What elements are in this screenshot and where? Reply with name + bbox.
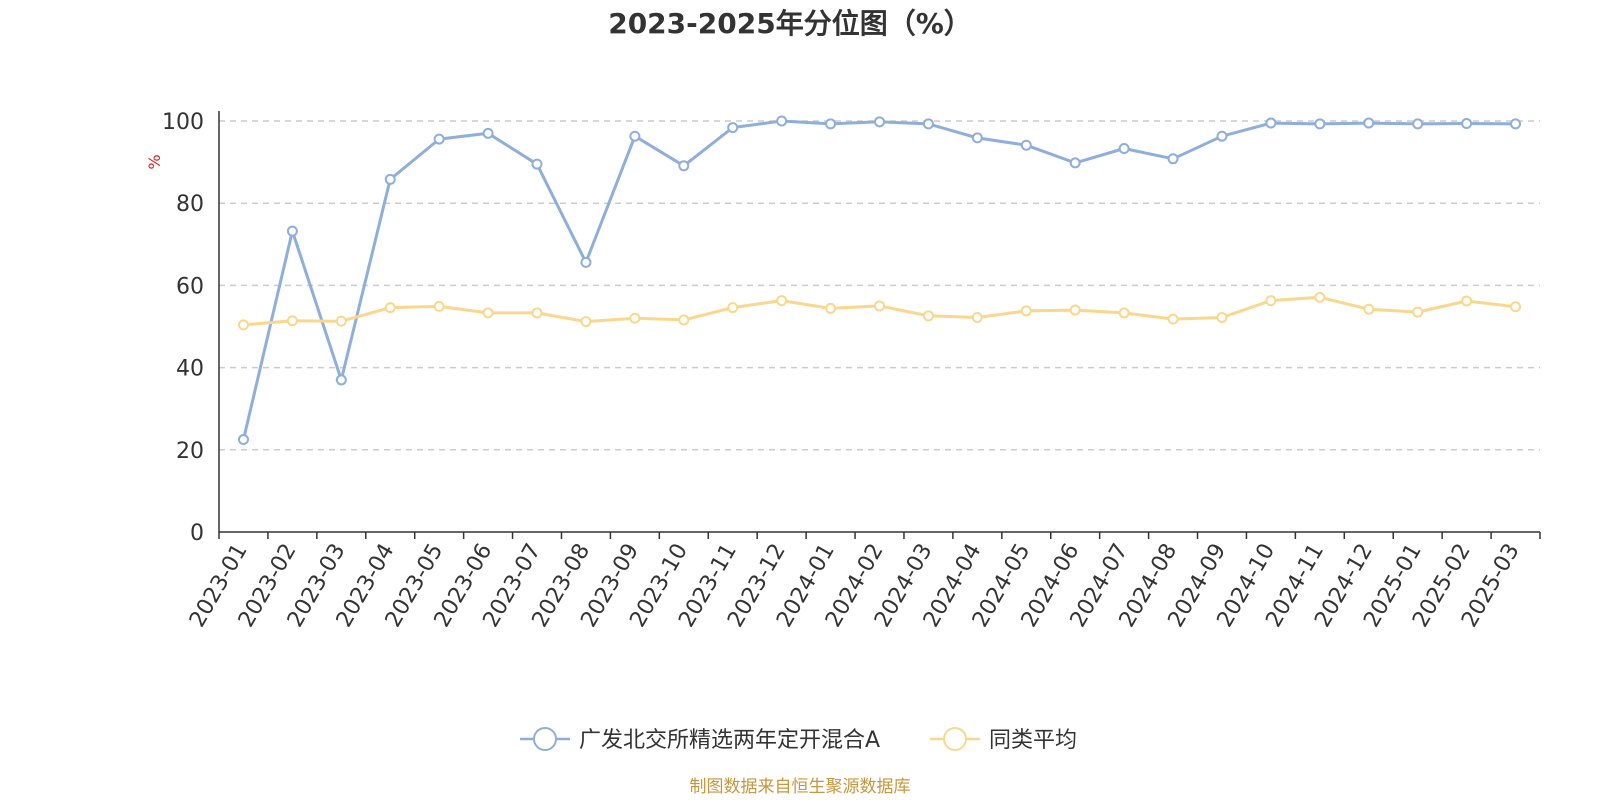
data-point[interactable] bbox=[1020, 139, 1032, 151]
data-point[interactable] bbox=[1314, 291, 1326, 303]
data-point[interactable] bbox=[384, 173, 396, 185]
data-point[interactable] bbox=[1461, 117, 1473, 129]
data-point[interactable] bbox=[1167, 153, 1179, 165]
axis-layer: 0204060801002023-012023-022023-032023-04… bbox=[162, 110, 1541, 632]
data-point[interactable] bbox=[335, 374, 347, 386]
chart-title: 2023-2025年分位图（%） bbox=[608, 7, 972, 40]
data-point[interactable] bbox=[922, 118, 934, 130]
data-point[interactable] bbox=[433, 133, 445, 145]
data-point[interactable] bbox=[1069, 157, 1081, 169]
data-point[interactable] bbox=[971, 132, 983, 144]
data-point[interactable] bbox=[1167, 313, 1179, 325]
data-point[interactable] bbox=[629, 130, 641, 142]
data-point[interactable] bbox=[1265, 117, 1277, 129]
data-point[interactable] bbox=[531, 158, 543, 170]
data-point[interactable] bbox=[678, 314, 690, 326]
data-point[interactable] bbox=[482, 127, 494, 139]
data-point[interactable] bbox=[1363, 117, 1375, 129]
source-note: 制图数据来自恒生聚源数据库 bbox=[690, 777, 911, 797]
data-point[interactable] bbox=[1314, 118, 1326, 130]
data-point[interactable] bbox=[727, 302, 739, 314]
y-tick-label: 60 bbox=[176, 274, 204, 299]
data-point[interactable] bbox=[433, 300, 445, 312]
data-point[interactable] bbox=[1510, 301, 1522, 313]
grid-layer bbox=[219, 120, 1540, 451]
data-point[interactable] bbox=[580, 256, 592, 268]
data-point[interactable] bbox=[1216, 130, 1228, 142]
data-point[interactable] bbox=[237, 434, 249, 446]
data-point[interactable] bbox=[1510, 118, 1522, 130]
series-1 bbox=[237, 291, 1522, 331]
data-point[interactable] bbox=[482, 307, 494, 319]
data-point[interactable] bbox=[1461, 295, 1473, 307]
data-point[interactable] bbox=[1265, 295, 1277, 307]
legend[interactable]: 广发北交所精选两年定开混合A 同类平均 bbox=[520, 727, 1077, 753]
data-point[interactable] bbox=[874, 300, 885, 312]
data-point[interactable] bbox=[384, 302, 396, 314]
data-point[interactable] bbox=[922, 310, 934, 322]
data-point[interactable] bbox=[531, 307, 543, 319]
legend-label: 同类平均 bbox=[989, 728, 1077, 753]
series-line bbox=[242, 119, 1516, 440]
data-point[interactable] bbox=[1412, 306, 1424, 318]
data-point[interactable] bbox=[1118, 143, 1130, 155]
legend-marker bbox=[943, 727, 967, 751]
data-point[interactable] bbox=[1118, 307, 1130, 319]
data-point[interactable] bbox=[776, 295, 788, 307]
data-point[interactable] bbox=[629, 312, 641, 324]
data-point[interactable] bbox=[1363, 303, 1375, 315]
data-point[interactable] bbox=[1412, 118, 1424, 130]
data-point[interactable] bbox=[825, 118, 837, 130]
data-point[interactable] bbox=[1020, 305, 1032, 317]
y-tick-label: 80 bbox=[176, 192, 204, 217]
data-point[interactable] bbox=[335, 315, 347, 327]
data-point[interactable] bbox=[727, 122, 739, 134]
data-point[interactable] bbox=[286, 225, 298, 237]
legend-label: 广发北交所精选两年定开混合A bbox=[579, 728, 880, 753]
data-point[interactable] bbox=[971, 311, 983, 323]
data-point[interactable] bbox=[874, 116, 885, 128]
y-tick-label: 20 bbox=[176, 439, 204, 464]
legend-marker bbox=[533, 727, 557, 751]
data-point[interactable] bbox=[580, 316, 592, 328]
y-tick-label: 100 bbox=[162, 110, 204, 135]
data-point[interactable] bbox=[678, 160, 690, 172]
data-point[interactable] bbox=[286, 315, 298, 327]
y-tick-label: 0 bbox=[190, 521, 204, 546]
legend-item-0[interactable]: 广发北交所精选两年定开混合A bbox=[520, 727, 880, 753]
data-point[interactable] bbox=[1069, 304, 1081, 316]
data-point[interactable] bbox=[1216, 311, 1228, 323]
legend-item-1[interactable]: 同类平均 bbox=[930, 727, 1077, 753]
data-point[interactable] bbox=[237, 319, 249, 331]
data-point[interactable] bbox=[825, 302, 837, 314]
series-layer bbox=[237, 115, 1522, 446]
y-axis-label: % bbox=[145, 154, 164, 169]
data-point[interactable] bbox=[776, 115, 788, 127]
series-0 bbox=[237, 115, 1522, 446]
y-tick-label: 40 bbox=[176, 357, 204, 382]
